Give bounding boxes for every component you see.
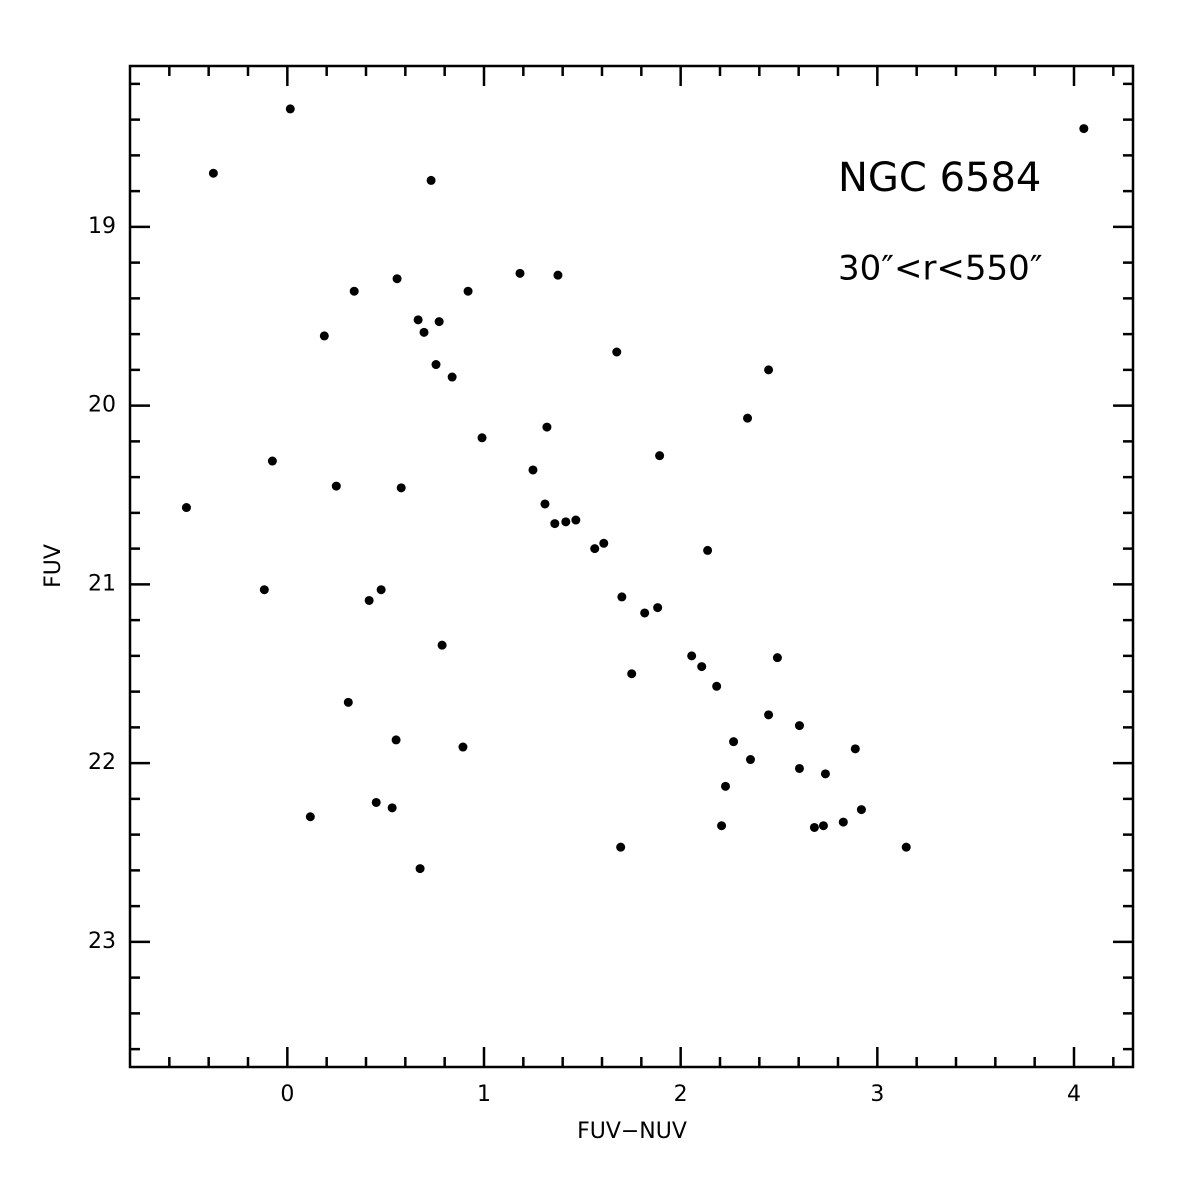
point xyxy=(820,769,830,779)
point xyxy=(721,781,731,791)
point xyxy=(599,538,609,548)
point xyxy=(616,842,626,852)
point xyxy=(553,270,563,280)
point xyxy=(305,812,315,822)
point xyxy=(571,515,581,525)
point xyxy=(627,669,637,679)
point xyxy=(772,653,782,663)
point xyxy=(850,744,860,754)
point xyxy=(208,168,218,178)
point xyxy=(392,274,402,284)
y-tick-label: 21 xyxy=(88,571,116,596)
point xyxy=(426,175,436,185)
point xyxy=(590,544,600,554)
point xyxy=(838,817,848,827)
point xyxy=(181,503,191,513)
point xyxy=(745,755,755,765)
x-tick-label: 2 xyxy=(674,1082,688,1107)
point xyxy=(515,268,525,278)
point xyxy=(267,456,277,466)
point xyxy=(349,286,359,296)
point xyxy=(447,372,457,382)
point xyxy=(809,822,819,832)
point xyxy=(697,662,707,672)
point xyxy=(319,331,329,341)
point xyxy=(387,803,397,813)
plot-frame xyxy=(128,64,1135,1069)
x-tick-label: 3 xyxy=(870,1082,884,1107)
point xyxy=(331,481,341,491)
y-tick-label: 23 xyxy=(88,929,116,954)
point xyxy=(463,286,473,296)
point xyxy=(540,499,550,509)
point xyxy=(458,742,468,752)
x-tick-label: 1 xyxy=(477,1082,491,1107)
point xyxy=(259,585,269,595)
point xyxy=(655,451,665,461)
point xyxy=(437,640,447,650)
point xyxy=(764,365,774,375)
point xyxy=(653,603,663,613)
point xyxy=(729,737,739,747)
point xyxy=(764,710,774,720)
point xyxy=(391,735,401,745)
point xyxy=(703,545,713,555)
x-tick-label: 4 xyxy=(1067,1082,1081,1107)
x-axis-label: FUV−NUV xyxy=(577,1119,687,1144)
point xyxy=(477,433,487,443)
point xyxy=(413,315,423,325)
point xyxy=(285,104,295,114)
point xyxy=(794,721,804,731)
point xyxy=(712,681,722,691)
point xyxy=(640,608,650,618)
point xyxy=(396,483,406,493)
annotation: 30″<r<550″ xyxy=(838,249,1043,289)
point xyxy=(376,585,386,595)
point xyxy=(561,517,571,527)
point xyxy=(415,864,425,874)
point xyxy=(364,595,374,605)
y-axis-label: FUV xyxy=(41,544,66,588)
point xyxy=(1079,124,1089,134)
point xyxy=(743,413,753,423)
point xyxy=(528,465,538,475)
point xyxy=(794,763,804,773)
x-tick-label: 0 xyxy=(280,1082,294,1107)
y-tick-label: 22 xyxy=(88,750,116,775)
point xyxy=(818,821,828,831)
point xyxy=(717,821,727,831)
point xyxy=(856,805,866,815)
point xyxy=(687,651,697,661)
point xyxy=(901,842,911,852)
point xyxy=(419,327,429,337)
y-tick-label: 20 xyxy=(88,393,116,418)
point xyxy=(431,360,441,370)
annotation: NGC 6584 xyxy=(838,155,1041,201)
point xyxy=(542,422,552,432)
y-tick-label: 19 xyxy=(88,214,116,239)
point xyxy=(612,347,622,357)
point xyxy=(371,797,381,807)
point xyxy=(343,697,353,707)
point xyxy=(434,317,444,327)
point xyxy=(550,519,560,529)
point xyxy=(617,592,627,602)
